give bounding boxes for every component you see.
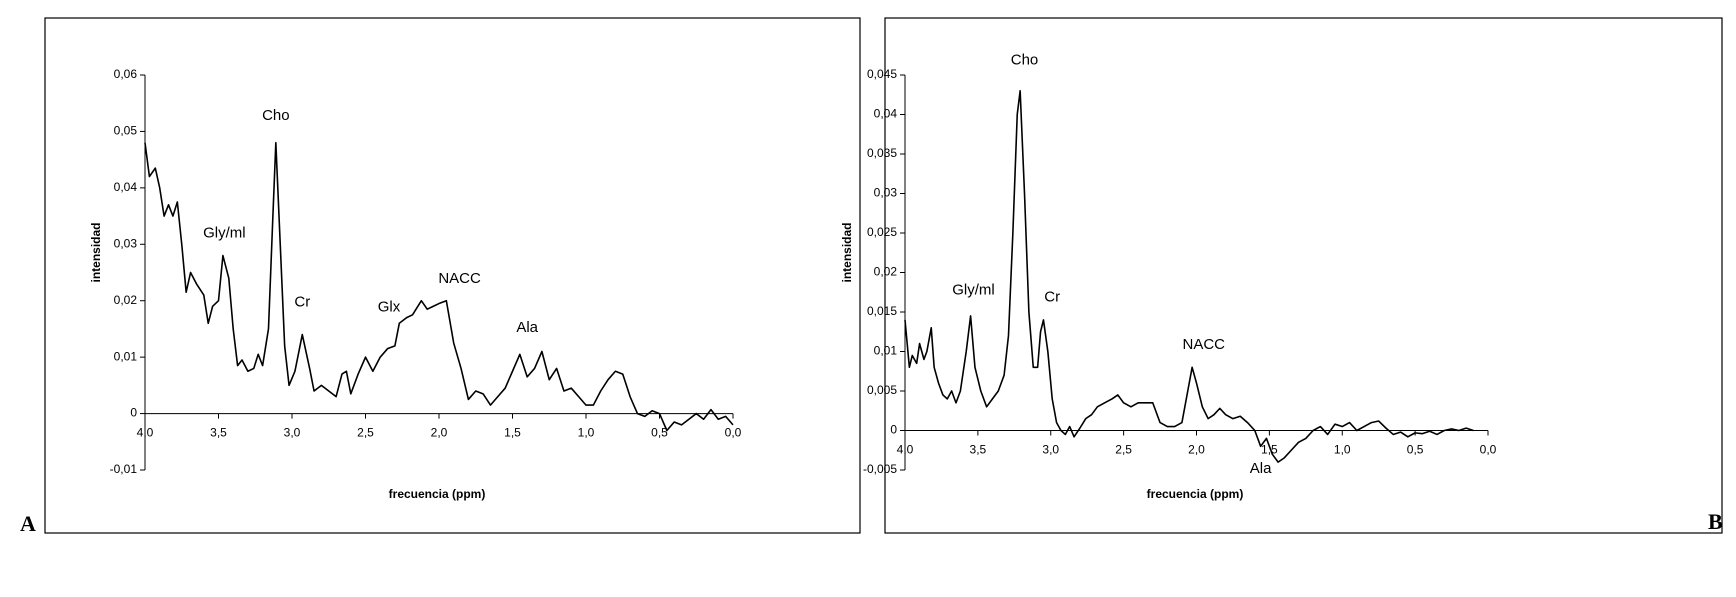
x-tick-label: 0,0 <box>1480 443 1497 457</box>
x-tick-label: 3,0 <box>284 426 301 440</box>
peak-annotation: NACC <box>438 270 481 287</box>
y-tick-label: 0,04 <box>114 180 138 194</box>
y-tick-label: 0,03 <box>874 186 898 200</box>
x-tick-label: 2,0 <box>1188 443 1205 457</box>
y-tick-label: 0,04 <box>874 107 898 121</box>
y-tick-label: 0,02 <box>874 265 898 279</box>
peak-annotation: Cr <box>294 293 310 310</box>
x-tick-label: 4,0 <box>897 443 914 457</box>
peak-annotation: Cr <box>1044 289 1060 306</box>
y-tick-label: 0,035 <box>867 146 897 160</box>
x-tick-label: 1,0 <box>1334 443 1351 457</box>
spectrum-line <box>904 90 1474 463</box>
y-axis-label: intensidad <box>89 222 103 282</box>
y-tick-label: 0,06 <box>114 67 138 81</box>
panel-frame <box>884 17 1723 534</box>
y-tick-label: 0 <box>130 406 137 420</box>
x-tick-label: 2,5 <box>1115 443 1132 457</box>
y-tick-label: 0,01 <box>874 344 898 358</box>
y-tick-label: -0,01 <box>110 462 138 476</box>
peak-annotation: Glx <box>378 298 401 315</box>
panel-frame <box>44 17 861 534</box>
y-tick-label: 0 <box>890 423 897 437</box>
y-tick-label: -0,005 <box>863 462 897 476</box>
y-tick-label: 0,05 <box>114 124 138 138</box>
panel-label: A <box>20 511 36 536</box>
y-tick-label: 0,02 <box>114 293 138 307</box>
x-tick-label: 1,0 <box>578 426 595 440</box>
spectrum-line <box>144 141 734 432</box>
y-axis-label: intensidad <box>840 222 854 282</box>
peak-annotation: Gly/ml <box>952 282 995 299</box>
y-tick-label: 0,01 <box>114 349 138 363</box>
peak-annotation: Gly/ml <box>203 225 246 242</box>
peak-annotation: Ala <box>516 319 538 336</box>
peak-annotation: Cho <box>262 107 290 124</box>
x-tick-label: 3,5 <box>970 443 987 457</box>
x-tick-label: 0,0 <box>725 426 742 440</box>
x-tick-label: 3,0 <box>1042 443 1059 457</box>
y-tick-label: 0,045 <box>867 67 897 81</box>
x-tick-label: 2,5 <box>357 426 374 440</box>
y-tick-label: 0,015 <box>867 304 897 318</box>
panel-label: B <box>1708 509 1723 534</box>
peak-annotation: Ala <box>1250 460 1272 477</box>
x-tick-label: 3,5 <box>210 426 227 440</box>
y-tick-label: 0,03 <box>114 236 138 250</box>
y-tick-label: 0,025 <box>867 225 897 239</box>
x-tick-label: 4,0 <box>137 426 154 440</box>
peak-annotation: NACC <box>1183 336 1226 353</box>
x-tick-label: 0,5 <box>1407 443 1424 457</box>
x-tick-label: 1,5 <box>1261 443 1278 457</box>
x-tick-label: 2,0 <box>431 426 448 440</box>
x-tick-label: 1,5 <box>504 426 521 440</box>
x-axis-label: frecuencia (ppm) <box>389 487 486 501</box>
x-tick-label: 0,5 <box>651 426 668 440</box>
x-axis-label: frecuencia (ppm) <box>1147 487 1244 501</box>
y-tick-label: 0,005 <box>867 383 897 397</box>
peak-annotation: Cho <box>1011 52 1039 69</box>
